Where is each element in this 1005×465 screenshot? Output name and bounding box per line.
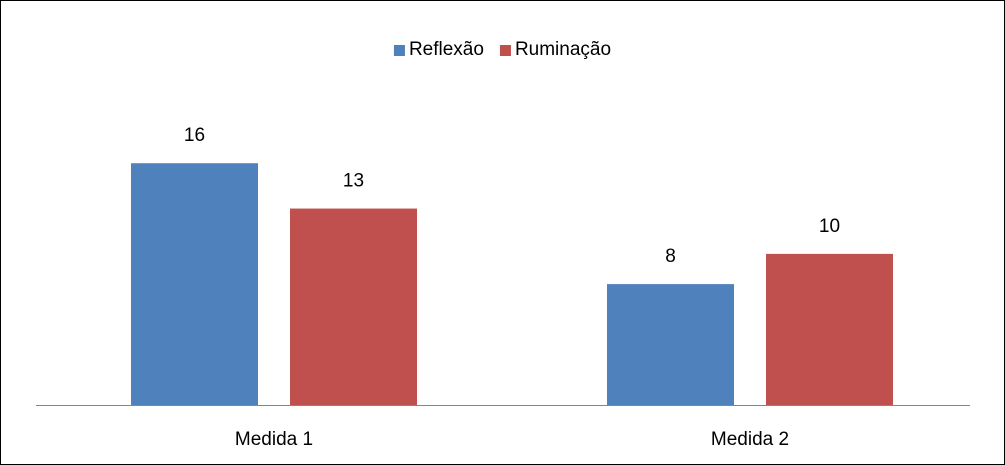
bar [766,253,893,405]
data-label: 10 [819,216,840,237]
data-label: 8 [665,246,676,267]
legend-swatch [499,45,511,56]
data-label: 16 [184,125,205,146]
legend-label: Reflexão [409,39,484,60]
x-tick-label: Medida 1 [235,429,313,450]
x-tick-label: Medida 2 [711,429,789,450]
bar [607,284,734,405]
bar [290,208,417,405]
bar [131,163,258,405]
legend-swatch [393,45,405,56]
legend-label: Ruminação [515,39,611,60]
data-label: 13 [343,171,364,192]
